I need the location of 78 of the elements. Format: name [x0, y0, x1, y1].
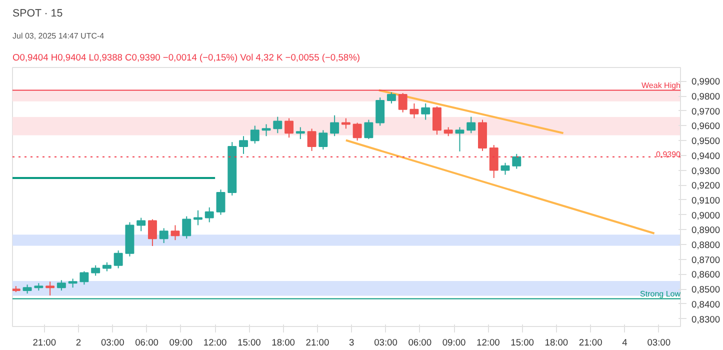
ref-line-label: Strong Low — [640, 290, 681, 299]
candlestick — [512, 153, 522, 170]
y-tick-label: 0,9900 — [692, 76, 720, 87]
x-tick-label: 03:00 — [647, 338, 671, 348]
candlestick — [455, 126, 464, 152]
x-tick-label: 15:00 — [510, 338, 534, 348]
y-tick-label: 0,8800 — [692, 240, 720, 250]
candlestick — [239, 136, 248, 154]
x-tick-label: 09:00 — [442, 338, 466, 348]
x-tick-label: 12:00 — [476, 338, 500, 348]
y-tick-label: 0,8900 — [692, 225, 720, 236]
candlestick — [421, 102, 430, 120]
candlestick — [194, 210, 202, 226]
candlestick — [284, 118, 294, 138]
chart-title: SPOT · 15 — [12, 8, 63, 20]
text: Jul 03, 2025 14:47 UTC-4 — [12, 32, 105, 40]
candlestick — [46, 281, 55, 296]
y-tick-label: 0,8600 — [692, 270, 720, 280]
y-tick-label: 0,9500 — [692, 136, 720, 146]
candlestick — [386, 92, 396, 104]
x-tick-label: 12:00 — [203, 338, 227, 348]
candlestick — [273, 116, 282, 134]
candlestick — [91, 264, 100, 276]
ref-line-label: 0,9390 — [656, 150, 682, 159]
candlestick — [216, 189, 226, 216]
y-tick-label: 0,8400 — [692, 299, 720, 310]
candlestick — [80, 270, 89, 286]
candlestick — [410, 102, 419, 119]
candlestick — [262, 124, 271, 137]
y-tick-label: 0,8300 — [692, 314, 720, 324]
x-tick-label: 06:00 — [408, 338, 432, 348]
candlestick — [56, 280, 66, 292]
x-tick-label: 21:00 — [306, 338, 330, 348]
y-tick-label: 0,8500 — [692, 284, 720, 295]
candlestick — [159, 228, 168, 244]
y-tick-label: 0,9700 — [692, 106, 720, 116]
y-tick-label: 0,9600 — [692, 121, 720, 132]
candlestick — [466, 116, 476, 134]
x-tick-label: 2 — [76, 338, 82, 348]
candlestick — [250, 125, 260, 144]
candlestick — [296, 126, 305, 140]
candlestick — [148, 218, 157, 247]
x-tick-label: 21:00 — [32, 338, 56, 348]
y-tick-label: 0,9200 — [692, 180, 720, 191]
candlestick — [500, 162, 510, 176]
candlestick — [489, 144, 498, 178]
y-tick-label: 0,8700 — [692, 254, 720, 265]
candlestick — [136, 217, 146, 232]
candlestick — [318, 130, 328, 150]
y-tick-label: 0,9000 — [692, 210, 720, 220]
x-tick-label: 03:00 — [100, 338, 124, 348]
x-tick-label: 06:00 — [135, 338, 158, 348]
y-tick-label: 0,9400 — [692, 150, 720, 161]
x-tick-label: 4 — [622, 338, 628, 348]
candlestick — [182, 216, 192, 240]
y-tick-label: 0,9300 — [692, 166, 720, 176]
x-tick-label: 09:00 — [169, 338, 193, 348]
y-tick-label: 0,9100 — [692, 195, 720, 206]
x-tick-label: 18:00 — [272, 338, 296, 348]
x-tick-label: 3 — [349, 338, 354, 348]
candlestick — [330, 114, 340, 137]
x-tick-label: 18:00 — [544, 338, 568, 348]
candlestick — [170, 224, 180, 241]
candlestick — [398, 92, 408, 113]
x-tick-label: 21:00 — [578, 338, 602, 348]
candlestick — [114, 250, 123, 269]
candlestick — [432, 106, 442, 136]
candlestick — [307, 128, 316, 152]
chart-subtitle: O0,9404 H0,9404 L0,9388 C0,9390 −0,0014 (−0,15%) Vol 4,32 K −0,0055 (−0,58%) — [12, 52, 360, 62]
candlestick — [364, 119, 374, 140]
x-tick-label: 15:00 — [238, 338, 261, 348]
candlestick — [204, 206, 214, 223]
y-tick-label: 0,9800 — [692, 92, 720, 102]
candlestick — [376, 97, 385, 126]
x-tick-label: 03:00 — [374, 338, 398, 348]
ref-line-label: Weak High — [642, 81, 681, 90]
candlestick — [341, 118, 350, 130]
candlestick — [352, 122, 362, 142]
